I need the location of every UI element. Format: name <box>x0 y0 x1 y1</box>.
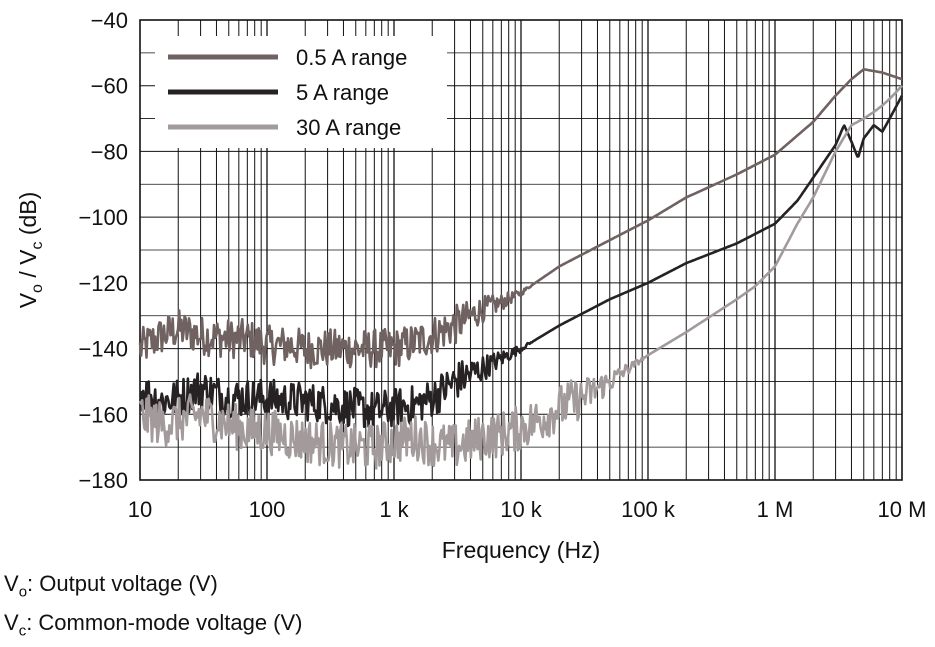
series-line <box>139 94 904 429</box>
note-text: : Output voltage (V) <box>27 571 218 596</box>
y-axis-label-unit: (dB) <box>15 192 41 242</box>
y-tick-label: −80 <box>91 139 128 164</box>
legend-label: 5 A range <box>296 80 389 105</box>
y-tick-label: −60 <box>91 74 128 99</box>
series-line <box>138 84 903 470</box>
legend-label: 0.5 A range <box>296 45 407 70</box>
series-lines <box>138 68 904 470</box>
notes: Vo: Output voltage (V) Vc: Common-mode v… <box>4 568 303 647</box>
y-tick-label: −140 <box>78 337 128 362</box>
note-symbol: V <box>4 571 19 596</box>
x-tick-label: 10 M <box>878 497 927 522</box>
y-axis-label-sub-o: o <box>29 284 46 293</box>
note-symbol: V <box>4 610 19 636</box>
note-text: : Common-mode voltage (V) <box>26 610 303 636</box>
note-output-voltage: Vo: Output voltage (V) <box>4 568 303 607</box>
y-tick-label: −120 <box>78 271 128 296</box>
y-axis-label-sub-c: c <box>29 242 46 250</box>
y-axis-label-symbol: V <box>15 292 41 308</box>
series-line <box>138 68 903 370</box>
plot-frame <box>139 19 903 481</box>
x-tick-label: 10 <box>128 497 152 522</box>
x-tick-label: 1 k <box>379 497 409 522</box>
x-tick-label: 100 k <box>621 497 676 522</box>
x-tick-label: 10 k <box>500 497 543 522</box>
note-common-mode-voltage: Vc: Common-mode voltage (V) <box>4 607 303 646</box>
y-tick-label: −100 <box>78 205 128 230</box>
y-axis-label: Vo / Vc (dB) <box>15 192 46 309</box>
y-axis-label-mid: / V <box>15 249 41 284</box>
note-subscript: o <box>18 583 28 601</box>
chart-svg: −40−60−80−100−120−140−160−180 10 100 1 k 10… <box>15 8 927 563</box>
legend-label: 30 A range <box>296 115 401 140</box>
x-axis-label: Frequency (Hz) <box>442 537 600 563</box>
x-axis-ticks: 10 100 1 k 10 k 100 k 1 M 10 M <box>128 497 927 522</box>
x-tick-label: 1 M <box>757 497 794 522</box>
legend: 0.5 A range 5 A range 30 A range <box>155 36 447 148</box>
y-tick-label: −180 <box>78 468 128 493</box>
y-axis-ticks: −40 −60 −80 −100 −120 −140 −160 −180 <box>78 8 128 493</box>
y-tick-label: −160 <box>78 402 128 427</box>
y-tick-label: −40 <box>91 8 128 33</box>
note-subscript: c <box>18 622 27 640</box>
x-tick-label: 100 <box>249 497 286 522</box>
